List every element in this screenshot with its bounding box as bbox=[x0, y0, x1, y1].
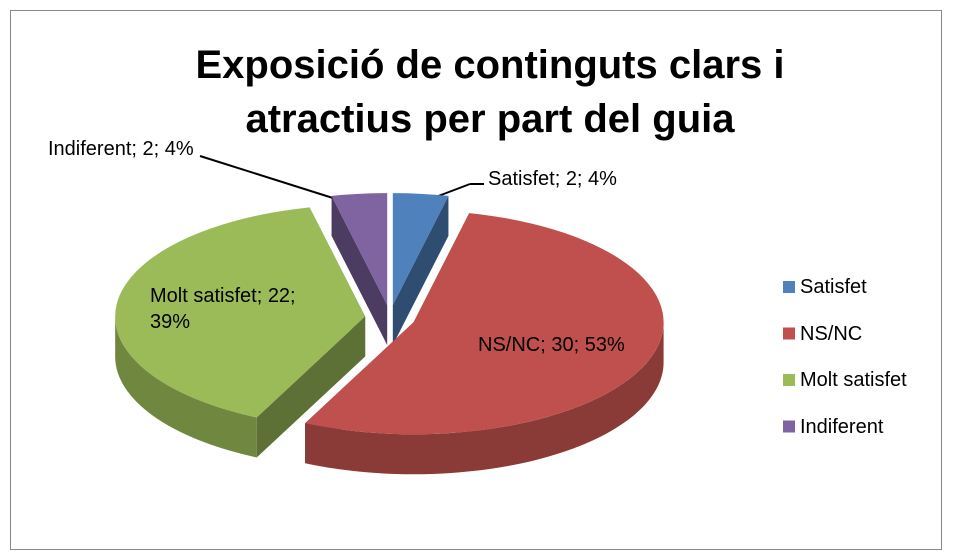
legend-swatch bbox=[783, 374, 795, 386]
slice bbox=[331, 193, 388, 306]
legend-label: Satisfet bbox=[800, 276, 867, 298]
chart-frame bbox=[10, 10, 942, 550]
legend-swatch bbox=[783, 327, 795, 340]
slice bbox=[115, 207, 366, 418]
slice bbox=[392, 193, 449, 306]
slice bbox=[305, 213, 664, 435]
data-label: Indiferent; 2; 4% bbox=[48, 138, 194, 160]
legend-swatch bbox=[783, 281, 795, 293]
chart-title: Exposició de continguts clars i atractiu… bbox=[195, 43, 785, 141]
slice-side bbox=[331, 195, 388, 346]
leader-line bbox=[199, 155, 356, 206]
data-label: NS/NC; 30; 53% bbox=[478, 334, 625, 356]
legend-label: NS/NC bbox=[800, 322, 863, 345]
legend-label: Indiferent bbox=[800, 415, 884, 438]
slice-side bbox=[305, 322, 664, 475]
data-label: Satisfet; 2; 4% bbox=[488, 168, 617, 190]
slice-side bbox=[115, 316, 257, 458]
slice-side bbox=[392, 195, 449, 346]
data-label: Molt satisfet; 22; 39% bbox=[150, 285, 296, 333]
legend-swatch bbox=[783, 420, 795, 433]
slice-side bbox=[256, 316, 366, 458]
legend-label: Molt satisfet bbox=[800, 369, 907, 391]
